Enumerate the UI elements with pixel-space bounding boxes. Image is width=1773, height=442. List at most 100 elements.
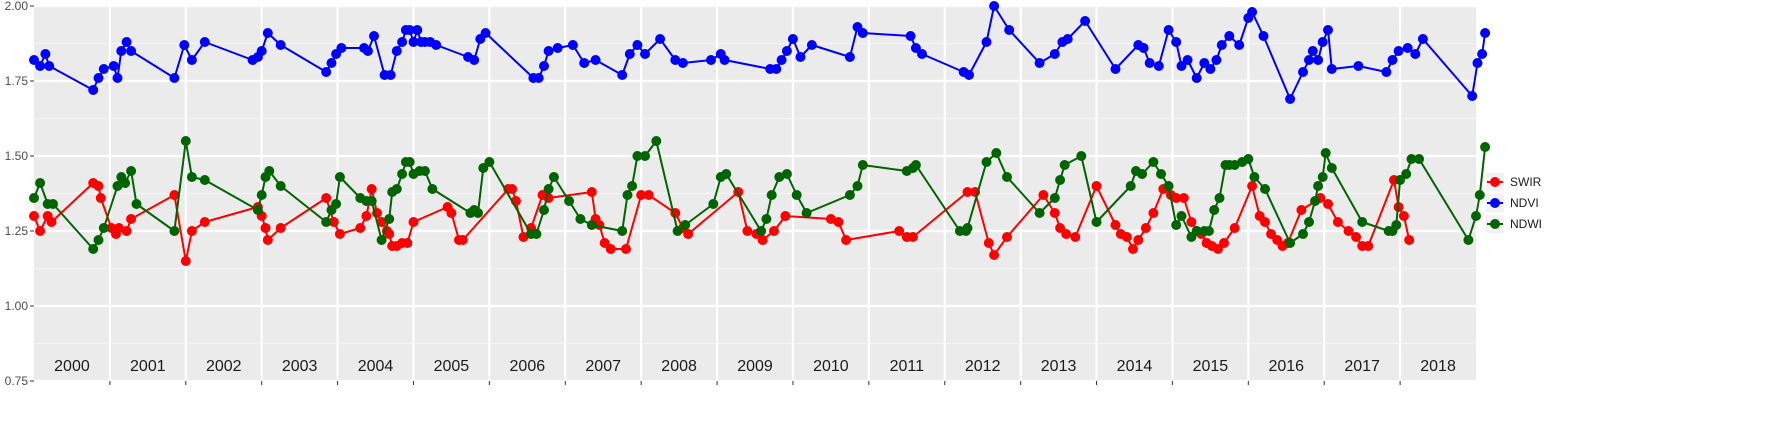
data-point	[1219, 238, 1229, 248]
data-point	[1298, 229, 1308, 239]
data-point	[539, 61, 549, 71]
y-axis: 0.75 1.00 1.25 1.50 1.75 2.00	[5, 0, 34, 388]
data-point	[1404, 235, 1415, 245]
data-point	[1156, 169, 1166, 179]
data-point	[564, 196, 575, 206]
data-point	[905, 31, 916, 41]
data-point	[1049, 193, 1060, 203]
y-tick-label: 1.25	[5, 224, 29, 238]
data-point	[1080, 16, 1091, 26]
data-point	[1163, 181, 1174, 191]
data-point	[1402, 43, 1413, 53]
data-point	[199, 175, 210, 185]
data-point	[88, 85, 99, 95]
data-point	[1398, 211, 1409, 221]
y-tick-label: 1.75	[5, 74, 29, 88]
data-point	[1393, 46, 1404, 56]
data-point	[186, 226, 197, 236]
year-label: 2007	[585, 358, 621, 375]
legend-item-ndwi: NDWI	[1486, 215, 1542, 233]
data-point	[397, 169, 408, 179]
data-point	[1091, 181, 1102, 191]
data-point	[1091, 217, 1102, 227]
data-point	[262, 28, 273, 38]
data-point	[761, 214, 772, 224]
data-point	[1243, 154, 1254, 164]
data-point	[981, 157, 992, 167]
legend-item-swir: SWIR	[1486, 173, 1542, 191]
data-point	[131, 199, 142, 209]
data-point	[825, 214, 836, 224]
data-point	[771, 64, 782, 74]
legend-label: SWIR	[1510, 175, 1542, 189]
data-point	[683, 229, 694, 239]
data-point	[1357, 217, 1368, 227]
data-point	[833, 217, 844, 227]
year-label: 2014	[1117, 358, 1153, 375]
data-point	[567, 40, 578, 50]
data-point	[1474, 190, 1485, 200]
data-point	[1148, 208, 1159, 218]
data-point	[1002, 172, 1012, 182]
data-point	[989, 1, 1000, 11]
data-point	[473, 208, 483, 218]
data-point	[780, 211, 791, 221]
data-point	[917, 49, 927, 59]
year-label: 2010	[813, 358, 849, 375]
year-label: 2012	[965, 358, 1001, 375]
data-point	[624, 49, 635, 59]
data-point	[1326, 64, 1337, 74]
year-label: 2006	[510, 358, 546, 375]
data-point	[643, 190, 654, 200]
data-point	[1171, 220, 1182, 230]
legend-key-point	[1490, 219, 1500, 229]
data-point	[1317, 172, 1328, 182]
data-point	[35, 226, 46, 236]
data-point	[334, 229, 345, 239]
data-point	[1203, 226, 1214, 236]
data-point	[1381, 67, 1392, 77]
data-point	[640, 49, 650, 59]
data-point	[120, 178, 131, 188]
data-point	[1186, 217, 1197, 227]
data-point	[632, 40, 643, 50]
data-point	[1260, 217, 1270, 227]
data-point	[408, 37, 419, 47]
data-point	[1234, 40, 1245, 50]
data-point	[1076, 151, 1087, 161]
y-tick-label: 1.50	[5, 149, 29, 163]
data-point	[180, 136, 191, 146]
data-point	[98, 64, 109, 74]
data-point	[599, 238, 610, 248]
data-point	[402, 238, 413, 248]
data-point	[806, 40, 817, 50]
data-point	[1351, 232, 1362, 242]
data-point	[1310, 196, 1321, 206]
data-point	[40, 49, 51, 59]
year-label: 2016	[1268, 358, 1304, 375]
data-point	[1266, 229, 1277, 239]
data-point	[672, 226, 683, 236]
data-point	[328, 217, 339, 227]
data-point	[419, 166, 430, 176]
data-point	[617, 226, 628, 236]
data-point	[636, 190, 647, 200]
data-point	[852, 181, 863, 191]
data-point	[1070, 232, 1081, 242]
data-point	[1055, 175, 1066, 185]
data-point	[321, 217, 332, 227]
data-point	[575, 214, 586, 224]
data-point	[1049, 49, 1060, 59]
data-point	[1205, 64, 1216, 74]
data-point	[404, 157, 415, 167]
data-point	[1038, 190, 1049, 200]
data-point	[1363, 241, 1374, 251]
data-point	[1391, 220, 1402, 230]
data-point	[1216, 40, 1227, 50]
data-point	[655, 34, 666, 44]
data-point	[264, 166, 275, 176]
data-point	[605, 244, 616, 254]
data-point	[116, 46, 127, 56]
data-point	[894, 226, 905, 236]
